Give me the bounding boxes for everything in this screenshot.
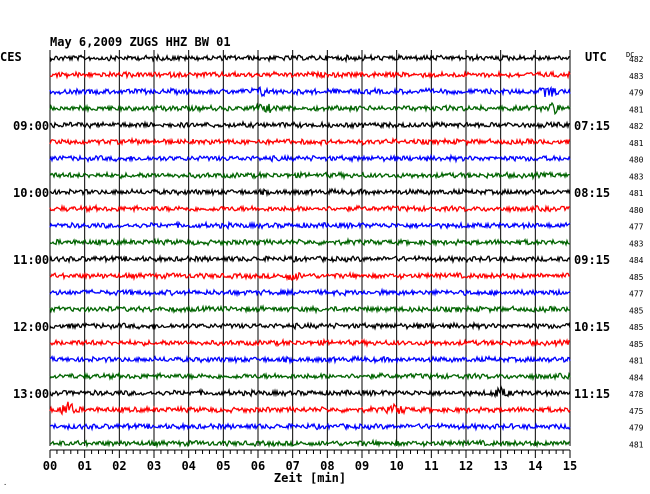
x-tick-label: 00: [43, 459, 57, 473]
seismic-trace: [49, 438, 571, 449]
dc-header: DC: [626, 51, 634, 59]
dc-value-label: 485: [629, 273, 644, 282]
dc-value-label: 485: [629, 323, 644, 332]
seismic-trace: [49, 384, 571, 399]
x-tick-label: 09: [355, 459, 369, 473]
seismic-trace: [49, 170, 571, 181]
seismic-trace: [49, 337, 571, 349]
right-hour-label: 11:15: [574, 387, 610, 401]
seismic-trace: [49, 401, 571, 416]
dc-value-label: 482: [629, 122, 644, 131]
x-tick-label: 11: [424, 459, 438, 473]
x-tick-label: 01: [77, 459, 91, 473]
dc-value-label: 475: [629, 407, 644, 416]
right-hour-label: 09:15: [574, 253, 610, 267]
dc-value-label: 483: [629, 239, 644, 248]
x-axis-label: Zeit [min]: [274, 471, 346, 485]
dc-value-label: 477: [629, 223, 644, 232]
minute-grid: [49, 50, 571, 446]
x-tick-label: 02: [112, 459, 126, 473]
seismic-trace: [49, 203, 571, 214]
x-tick-label: 04: [181, 459, 195, 473]
x-tick-label: 15: [563, 459, 577, 473]
dc-value-label: 480: [629, 206, 644, 215]
dc-value-label: 481: [629, 440, 644, 449]
x-axis: 00 01 02 03 04 05 06 07 08 09 10 11 12 13 14 15: [43, 449, 577, 473]
x-tick-label: 05: [216, 459, 230, 473]
right-hour-label: 10:15: [574, 320, 610, 334]
dc-value-label: 481: [629, 357, 644, 366]
dc-value-label: 484: [629, 373, 644, 382]
x-tick-label: 14: [528, 459, 542, 473]
left-hour-label: 09:00: [13, 119, 49, 133]
seismic-trace: [49, 354, 571, 365]
left-hour-label: 11:00: [13, 253, 49, 267]
dc-value-label: 479: [629, 89, 644, 98]
dc-value-label: 478: [629, 390, 644, 399]
dc-value-label: 477: [629, 290, 644, 299]
left-hour-label: 12:00: [13, 320, 49, 334]
dc-value-label: 485: [629, 340, 644, 349]
seismic-trace: [49, 220, 571, 231]
left-hour-label: 13:00: [13, 387, 49, 401]
dc-value-label: 479: [629, 424, 644, 433]
seismic-trace: [49, 421, 571, 432]
dc-value-label: 482: [629, 55, 644, 64]
seismic-trace: [49, 237, 571, 248]
seismic-trace: [49, 101, 571, 116]
dc-value-label: 481: [629, 139, 644, 148]
left-timezone-label: CES: [0, 50, 22, 64]
seismic-trace: [49, 320, 571, 332]
dc-value-label: 481: [629, 105, 644, 114]
right-hour-label: 07:15: [574, 119, 610, 133]
seismic-trace: [49, 187, 571, 198]
dc-value-label: 484: [629, 256, 644, 265]
seismic-trace: [49, 254, 571, 265]
x-tick-label: 08: [320, 459, 334, 473]
right-hour-label: 08:15: [574, 186, 610, 200]
x-tick-label: 12: [459, 459, 473, 473]
dc-value-label: 485: [629, 306, 644, 315]
seismic-trace: [49, 304, 571, 315]
trace-group: [49, 52, 571, 449]
x-tick-label: 13: [493, 459, 507, 473]
seismic-trace: [49, 52, 571, 64]
corner-mark: .: [3, 479, 7, 487]
chart-title: May 6,2009 ZUGS HHZ BW 01: [50, 35, 231, 49]
seismic-trace: [49, 120, 571, 130]
dc-value-label: 481: [629, 189, 644, 198]
x-tick-label: 06: [251, 459, 265, 473]
x-tick-label: 10: [389, 459, 403, 473]
right-timezone-label: UTC: [585, 50, 607, 64]
seismic-trace: [49, 153, 571, 164]
seismic-trace: [49, 270, 571, 282]
dc-value-label: 483: [629, 72, 644, 81]
dc-value-label: 480: [629, 156, 644, 165]
label-group: 482 483 479 481 482 481 480 483 481 480 477 483 484 4…: [13, 55, 644, 449]
seismic-trace: [49, 69, 571, 80]
seismic-trace: [49, 371, 571, 382]
dc-value-label: 483: [629, 172, 644, 181]
seismic-trace: [49, 136, 571, 147]
x-tick-label: 03: [147, 459, 161, 473]
left-hour-label: 10:00: [13, 186, 49, 200]
x-tick-label: 07: [285, 459, 299, 473]
seismic-trace: [49, 287, 571, 298]
seismic-trace: [49, 85, 571, 98]
